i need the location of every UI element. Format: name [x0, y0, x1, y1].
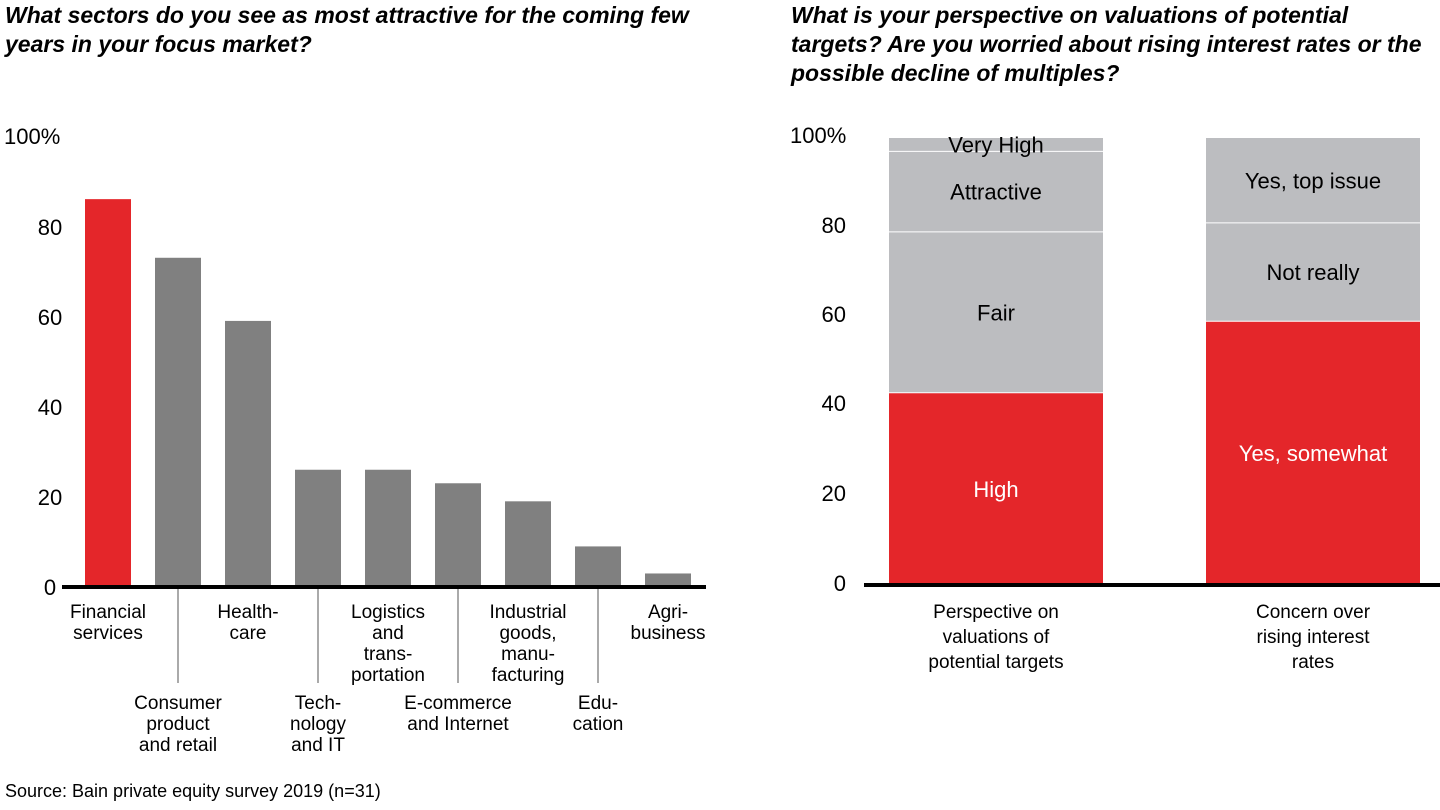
right-y-tick-label: 20 [822, 481, 846, 506]
sector-label: portation [351, 665, 425, 686]
sector-label: and retail [139, 735, 217, 756]
stacked-segment [1206, 138, 1420, 223]
stacked-segment [1206, 321, 1420, 585]
left-y-tick-label: 80 [38, 215, 62, 240]
sector-label: manu- [501, 644, 555, 665]
sector-bar [435, 483, 481, 587]
left-y-tick-label: 40 [38, 395, 62, 420]
left-y-tick-label: 100% [4, 124, 60, 149]
sector-label: E-commerce [404, 693, 512, 714]
stacked-bar-category-label: Perspective on [933, 602, 1059, 623]
stacked-bar-category-label: Concern over [1256, 602, 1371, 623]
stacked-bar-category-label: rates [1292, 652, 1334, 673]
sector-label: Health- [217, 602, 278, 623]
right-y-tick-label: 80 [822, 213, 846, 238]
sector-label: trans- [364, 644, 413, 665]
sector-label: Consumer [134, 693, 222, 714]
stacked-segment [889, 392, 1103, 585]
right-y-tick-label: 40 [822, 391, 846, 416]
left-y-tick-label: 20 [38, 485, 62, 510]
segment-label: Yes, somewhat [1239, 441, 1387, 466]
right-chart-title: What is your perspective on valuations o… [791, 2, 1422, 86]
right-y-tick-label: 0 [834, 571, 846, 596]
segment-label: High [973, 477, 1018, 502]
sector-bar [645, 573, 691, 587]
stacked-bar-category-label: potential targets [928, 652, 1063, 673]
segment-label: Very High [948, 133, 1043, 158]
segment-label: Fair [977, 300, 1015, 325]
left-chart-title: What sectors do you see as most attracti… [5, 2, 689, 57]
stacked-segment [889, 231, 1103, 393]
sector-label: Financial [70, 602, 146, 623]
sector-label: cation [573, 714, 624, 735]
sector-label: and Internet [407, 714, 509, 735]
left-y-tick-label: 0 [44, 575, 56, 600]
sector-label: Logistics [351, 602, 425, 623]
sector-bar [155, 257, 201, 587]
sector-bar [365, 469, 411, 587]
stacked-segment [889, 151, 1103, 232]
segment-label: Yes, top issue [1245, 168, 1381, 193]
sector-label: services [73, 623, 143, 644]
sector-label: Tech- [295, 693, 341, 714]
sector-label: and [372, 623, 404, 644]
left-y-tick-label: 60 [38, 305, 62, 330]
sector-label: goods, [499, 623, 556, 644]
segment-label: Attractive [950, 180, 1042, 205]
sector-label: care [230, 623, 267, 644]
stacked-segment [1206, 222, 1420, 322]
sector-label: and IT [291, 735, 345, 756]
stacked-segment [889, 138, 1103, 152]
sector-label: Industrial [489, 602, 566, 623]
segment-label: Not really [1267, 260, 1360, 285]
sector-label: Edu- [578, 693, 618, 714]
right-y-tick-label: 100% [790, 123, 846, 148]
sector-bar [505, 501, 551, 587]
sector-bar [575, 546, 621, 587]
sector-bar [85, 199, 131, 587]
sector-label: product [146, 714, 210, 735]
stacked-bar-category-label: valuations of [943, 627, 1050, 648]
right-y-tick-label: 60 [822, 302, 846, 327]
sector-label: Agri- [648, 602, 688, 623]
stacked-bar-category-label: rising interest [1257, 627, 1371, 648]
sector-bar [225, 320, 271, 587]
source-note: Source: Bain private equity survey 2019 … [5, 781, 381, 801]
sector-bar [295, 469, 341, 587]
sector-label: business [631, 623, 706, 644]
sector-label: facturing [492, 665, 565, 686]
sector-label: nology [290, 714, 346, 735]
